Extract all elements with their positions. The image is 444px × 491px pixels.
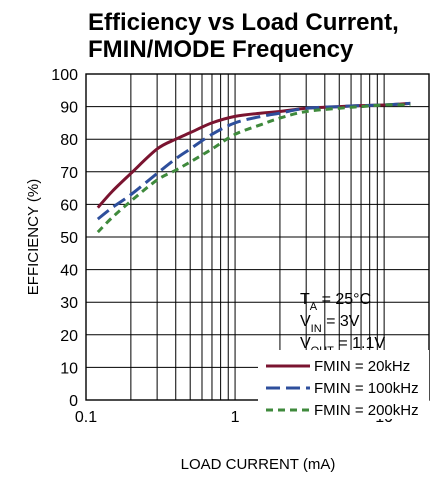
chart-title-line-1: Efficiency vs Load Current,: [88, 9, 399, 36]
chart-title: Efficiency vs Load Current, FMIN/MODE Fr…: [88, 9, 399, 63]
y-tick-label: 70: [60, 165, 78, 182]
condition-annotation: TA = 25°C VIN = 3V VOUT = 1.1V: [300, 291, 385, 357]
y-tick-label: 30: [60, 295, 78, 312]
chart-grid: [86, 73, 430, 401]
x-tick-label: 1: [231, 409, 240, 426]
y-tick-label: 40: [60, 263, 78, 280]
annotation-ta: TA = 25°C: [300, 291, 371, 313]
chart-legend: FMIN = 20kHz FMIN = 100kHz FMIN = 200kHz: [258, 350, 429, 419]
y-tick-label: 80: [60, 132, 78, 149]
x-tick-label: 0.1: [75, 409, 97, 426]
y-tick-label: 60: [60, 197, 78, 214]
y-axis-label: EFFICIENCY (%): [25, 179, 42, 295]
y-tick-label: 10: [60, 360, 78, 377]
y-tick-label: 100: [51, 67, 78, 84]
chart-title-line-2: FMIN/MODE Frequency: [88, 36, 354, 63]
plot-frame: [85, 73, 430, 401]
legend-label-3: FMIN = 200kHz: [314, 402, 419, 419]
y-tick-label: 50: [60, 230, 78, 247]
legend-label-2: FMIN = 100kHz: [314, 380, 419, 397]
y-tick-label: 0: [69, 393, 78, 410]
legend-background: [258, 350, 429, 419]
y-tick-label: 20: [60, 328, 78, 345]
y-tick-label: 90: [60, 100, 78, 117]
legend-label-1: FMIN = 20kHz: [314, 358, 410, 375]
series-line-3: [96, 103, 411, 234]
x-axis-label: LOAD CURRENT (mA): [181, 456, 336, 473]
chart-series: [96, 101, 411, 234]
